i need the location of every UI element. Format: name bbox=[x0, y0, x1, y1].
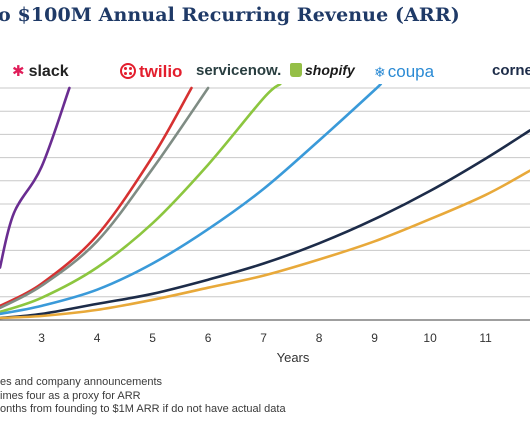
shopify-logo-text: shopify bbox=[305, 62, 355, 78]
shopify-bag-icon bbox=[290, 63, 302, 77]
cornerstone-logo: corne bbox=[492, 62, 530, 79]
x-tick-label: 8 bbox=[316, 331, 323, 345]
arr-line-chart: 3 4 5 6 7 8 9 10 11 Years bbox=[0, 84, 530, 365]
x-tick-label: 9 bbox=[371, 331, 378, 345]
shopify-logo: shopify bbox=[290, 62, 355, 78]
x-tick-label: 4 bbox=[94, 331, 101, 345]
slack-logo-text: slack bbox=[28, 63, 69, 80]
x-tick-label: 3 bbox=[38, 331, 45, 345]
cornerstone-logo-text: corne bbox=[492, 62, 530, 79]
chart-title: o $100M Annual Recurring Revenue (ARR) bbox=[0, 4, 460, 26]
chart-series-lines bbox=[0, 84, 530, 320]
x-axis-ticks: 3 4 5 6 7 8 9 10 11 bbox=[38, 331, 492, 345]
x-tick-label: 11 bbox=[479, 331, 492, 345]
coupa-snowflake-icon: ❄ bbox=[374, 64, 386, 80]
company-logo-row: ✱ slack twilio servicenow. shopify ❄ coupa… bbox=[0, 60, 530, 86]
series-line-other bbox=[0, 169, 530, 320]
x-axis-label: Years bbox=[277, 350, 310, 365]
series-line-shopify bbox=[0, 84, 282, 314]
series-line-slack bbox=[0, 86, 71, 269]
slack-mark-icon: ✱ bbox=[12, 63, 25, 80]
chart-footnotes: es and company announcements imes four a… bbox=[0, 376, 286, 417]
footnote-line: imes four as a proxy for ARR bbox=[0, 389, 141, 402]
servicenow-logo: servicenow. bbox=[196, 62, 281, 79]
twilio-mark-icon bbox=[120, 63, 136, 79]
x-tick-label: 10 bbox=[423, 331, 437, 345]
coupa-logo-text: coupa bbox=[387, 62, 435, 81]
series-line-twilio bbox=[0, 86, 193, 308]
series-line-servicenow bbox=[0, 86, 210, 310]
twilio-logo: twilio bbox=[120, 62, 182, 82]
footnote-line: onths from founding to $1M ARR if do not… bbox=[0, 403, 286, 415]
twilio-logo-text: twilio bbox=[139, 62, 183, 81]
footnote-line: es and company announcements bbox=[0, 376, 163, 388]
servicenow-logo-text: servicenow. bbox=[196, 62, 282, 79]
coupa-logo: ❄ coupa bbox=[374, 62, 434, 82]
series-line-cornerstone bbox=[0, 129, 530, 320]
slack-logo: ✱ slack bbox=[12, 62, 69, 81]
chart-gridlines bbox=[0, 87, 530, 321]
x-tick-label: 7 bbox=[260, 331, 267, 345]
x-tick-label: 6 bbox=[205, 331, 212, 345]
x-tick-label: 5 bbox=[149, 331, 156, 345]
series-line-coupa bbox=[0, 84, 383, 316]
